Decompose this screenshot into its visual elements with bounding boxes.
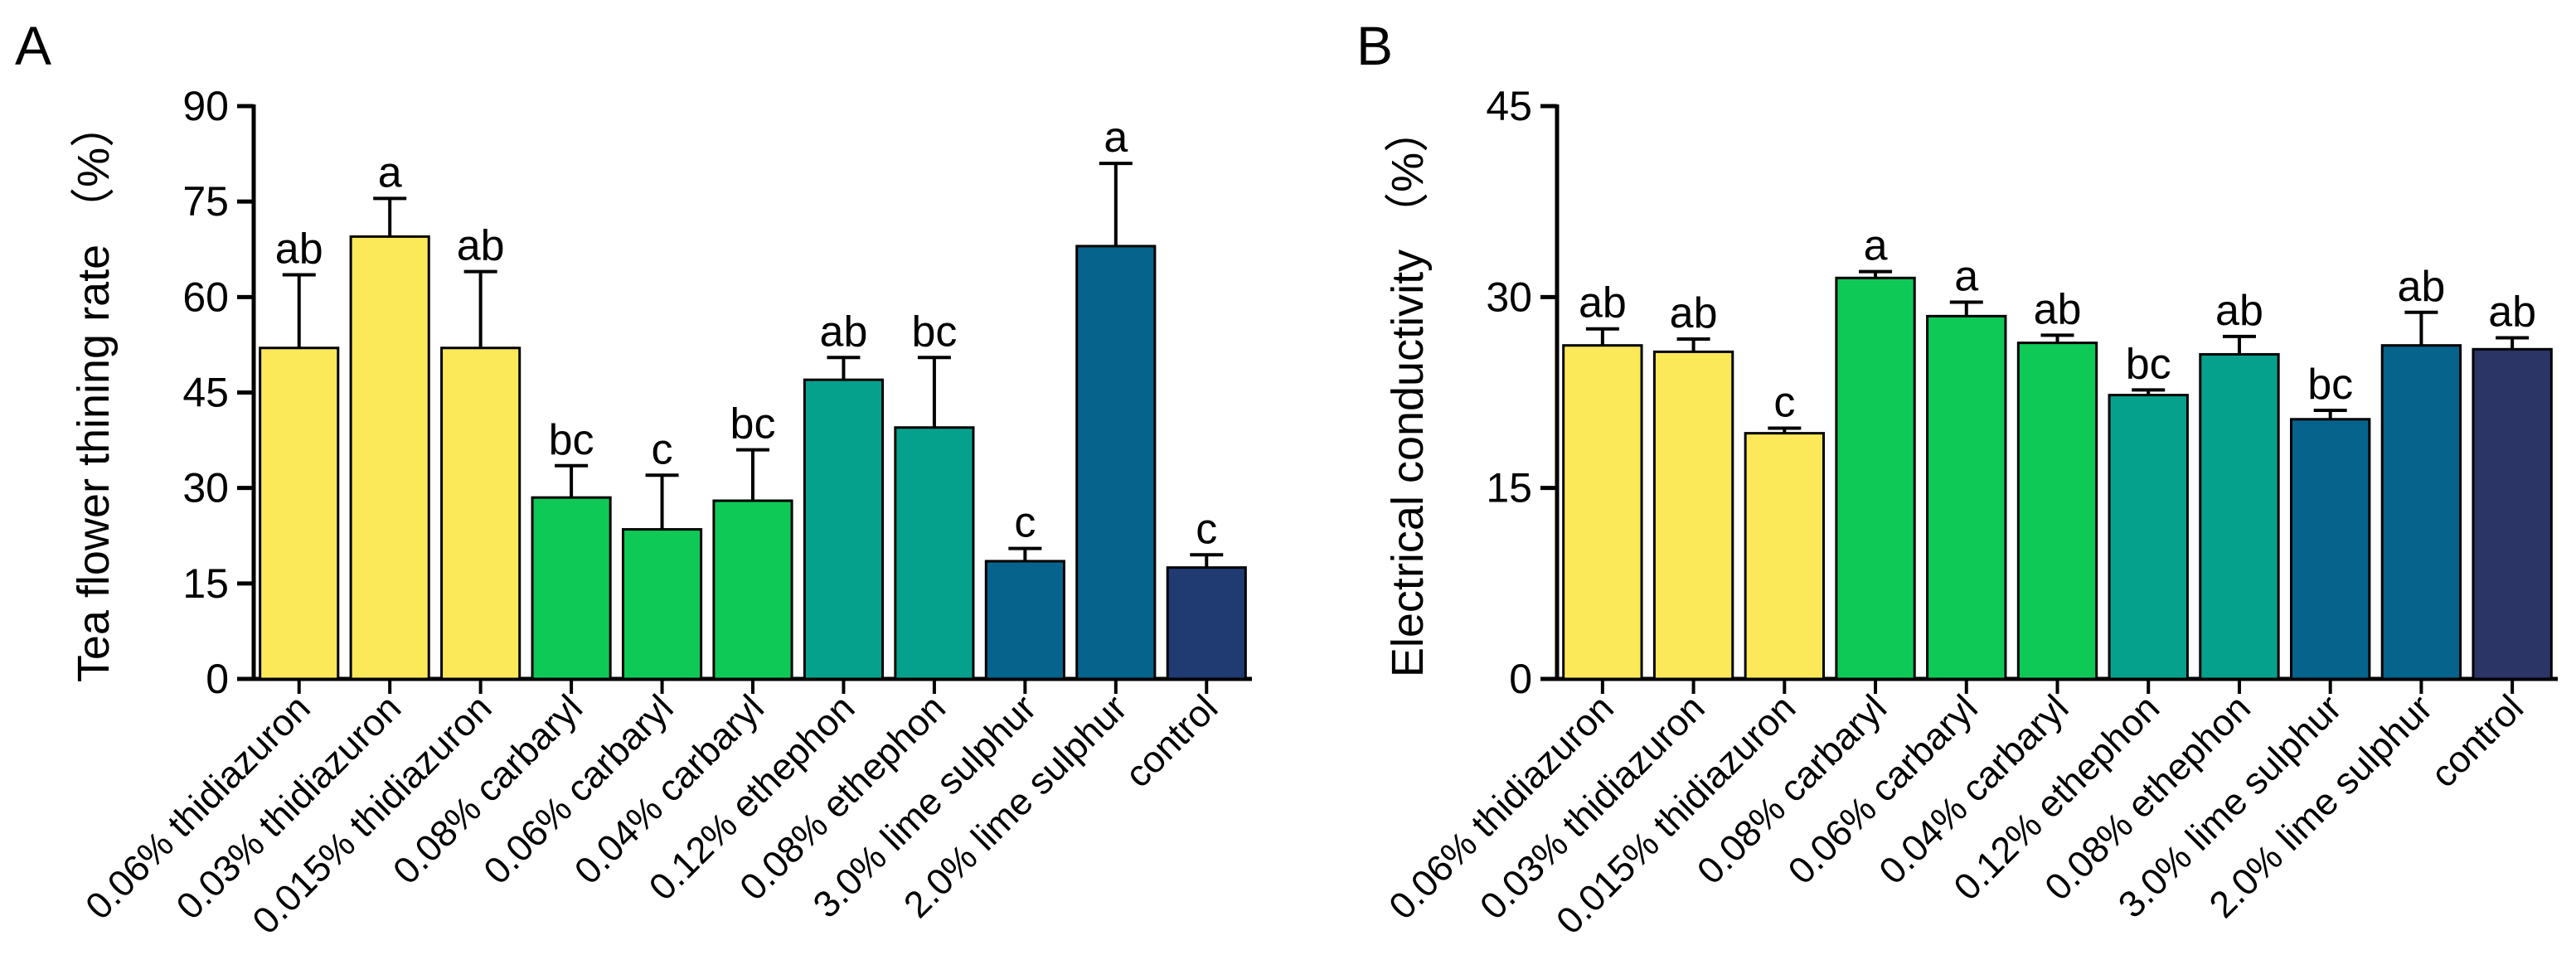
bar — [2472, 347, 2553, 681]
significance-label: bc — [549, 416, 594, 464]
bar — [1166, 566, 1247, 681]
y-tick-label: 75 — [182, 178, 229, 225]
significance-label: a — [1104, 114, 1128, 162]
significance-label: a — [378, 148, 402, 196]
y-tick-label: 45 — [1486, 83, 1532, 129]
significance-label: c — [1196, 505, 1217, 553]
panel-label: A — [15, 15, 51, 76]
significance-label: c — [1773, 378, 1795, 426]
y-tick-label: 30 — [182, 465, 229, 511]
significance-label: bc — [2307, 361, 2353, 409]
bar — [531, 496, 612, 681]
bar — [349, 235, 430, 681]
bar — [2199, 352, 2280, 681]
bar — [984, 560, 1065, 681]
y-tick-label: 45 — [182, 370, 229, 416]
significance-label: a — [1954, 252, 1978, 300]
bar — [2380, 344, 2462, 681]
y-tick-label: 15 — [1486, 465, 1532, 511]
bar — [2108, 394, 2189, 681]
y-axis-title: Electrical conductivity （%） — [1383, 108, 1433, 677]
significance-label: c — [1014, 499, 1036, 547]
significance-label: ab — [1579, 279, 1627, 327]
panel-a-tea-flower-thinning-chart: A Tea flower thining rate （%） 0 15 30 45 60 75 9… — [15, 15, 1252, 943]
bar — [1926, 314, 2007, 681]
bar — [2016, 342, 2098, 681]
significance-label: bc — [911, 308, 957, 356]
significance-label: ab — [2488, 288, 2536, 336]
bar — [1744, 432, 1826, 681]
significance-label: ab — [2215, 287, 2263, 335]
y-tick-label: 15 — [182, 560, 229, 607]
significance-label: bc — [2126, 340, 2171, 388]
y-tick-label: 30 — [1486, 274, 1532, 320]
significance-label: ab — [820, 308, 868, 356]
significance-label: ab — [275, 225, 323, 273]
bar — [621, 528, 703, 681]
bar — [712, 499, 793, 681]
significance-label: ab — [1670, 289, 1718, 337]
y-tick-label: 0 — [1509, 656, 1532, 702]
y-tick-label: 0 — [206, 656, 229, 702]
significance-label: c — [652, 425, 673, 473]
panel-label: B — [1356, 15, 1393, 76]
significance-label: ab — [2397, 263, 2445, 311]
bar — [1562, 344, 1643, 681]
y-tick-label: 90 — [182, 83, 229, 129]
bar — [894, 426, 975, 681]
bar — [1075, 245, 1157, 681]
bar — [1835, 276, 1916, 681]
bar — [440, 347, 522, 681]
y-axis-title: Tea flower thining rate （%） — [69, 103, 119, 682]
bar — [803, 378, 885, 681]
bar — [2289, 418, 2371, 681]
significance-label: ab — [2034, 285, 2082, 333]
bar — [259, 347, 340, 681]
x-category-label: control — [1117, 686, 1226, 796]
y-tick-label: 60 — [182, 274, 229, 320]
significance-label: bc — [730, 400, 776, 448]
significance-label: a — [1864, 222, 1888, 270]
bar — [1652, 350, 1734, 681]
x-category-label: control — [2423, 686, 2532, 796]
significance-label: ab — [457, 222, 505, 270]
